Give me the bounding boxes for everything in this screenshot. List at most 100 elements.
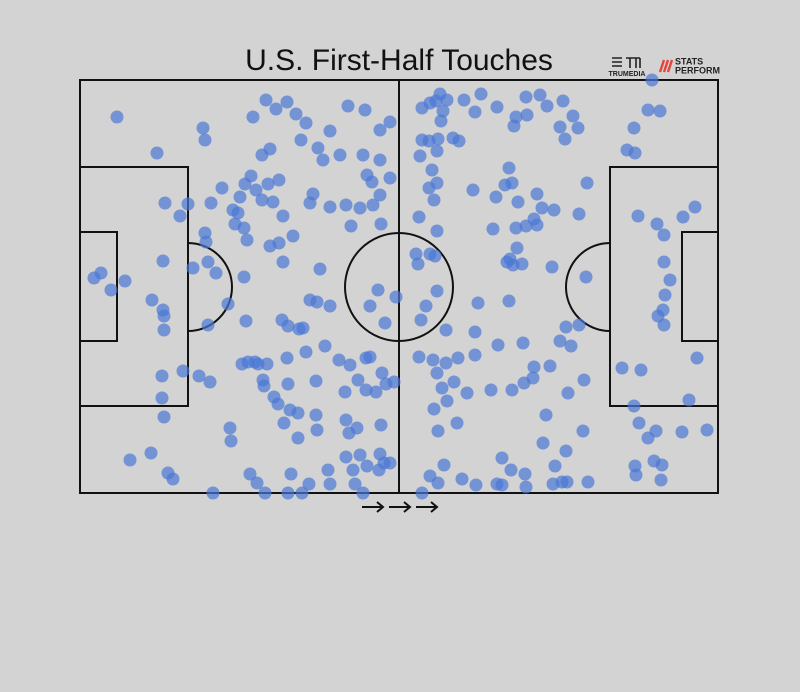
touch-point <box>425 163 439 177</box>
touch-point <box>387 375 401 389</box>
touch-point <box>411 257 425 271</box>
touch-point <box>627 121 641 135</box>
six-yard-box <box>79 231 118 342</box>
touch-point <box>348 477 362 491</box>
touch-point <box>192 369 206 383</box>
touch-point <box>520 108 534 122</box>
arrow <box>389 501 412 513</box>
touch-point <box>419 299 433 313</box>
touch-point <box>176 364 190 378</box>
touch-point <box>631 209 645 223</box>
touch-point <box>507 119 521 133</box>
touch-point <box>360 459 374 473</box>
touch-point <box>316 153 330 167</box>
touch-point <box>447 375 461 389</box>
touch-point <box>144 446 158 460</box>
touch-point <box>309 374 323 388</box>
touch-point <box>457 93 471 107</box>
credit: PERFORM <box>675 65 720 75</box>
touch-point <box>430 144 444 158</box>
touch-point <box>629 468 643 482</box>
touch-point <box>346 463 360 477</box>
touch-point <box>431 424 445 438</box>
touch-point <box>547 203 561 217</box>
touch-point <box>439 323 453 337</box>
touch-point <box>484 383 498 397</box>
touch-point <box>434 114 448 128</box>
touch-point <box>383 115 397 129</box>
touch-point <box>663 273 677 287</box>
touch-point <box>533 88 547 102</box>
touch-point <box>281 486 295 500</box>
touch-point <box>277 416 291 430</box>
touch-point <box>427 402 441 416</box>
touch-point <box>237 270 251 284</box>
touch-point <box>281 319 295 333</box>
touch-point <box>414 313 428 327</box>
touch-point <box>455 472 469 486</box>
touch-point <box>358 103 372 117</box>
touch-point <box>468 105 482 119</box>
touch-point <box>332 353 346 367</box>
touch-point <box>378 316 392 330</box>
touch-point <box>311 141 325 155</box>
touch-point <box>553 334 567 348</box>
touch-point <box>409 247 423 261</box>
touch-point <box>318 339 332 353</box>
logo-icon <box>658 59 674 73</box>
touch-point <box>556 94 570 108</box>
touch-point <box>363 299 377 313</box>
touch-point <box>440 93 454 107</box>
touch-point <box>281 377 295 391</box>
touch-point <box>204 196 218 210</box>
touch-point <box>339 198 353 212</box>
touch-point <box>518 467 532 481</box>
touch-point <box>269 102 283 116</box>
touch-point <box>237 221 251 235</box>
touch-point <box>490 100 504 114</box>
touch-point <box>580 176 594 190</box>
touch-point <box>430 284 444 298</box>
touch-point <box>655 458 669 472</box>
touch-point <box>276 209 290 223</box>
touch-point <box>645 73 659 87</box>
touch-point <box>634 363 648 377</box>
touch-point <box>658 288 672 302</box>
touch-point <box>504 463 518 477</box>
touch-point <box>296 321 310 335</box>
touch-point <box>510 241 524 255</box>
touch-point <box>460 386 474 400</box>
touch-point <box>295 486 309 500</box>
touch-point <box>173 209 187 223</box>
touch-point <box>516 336 530 350</box>
touch-point <box>333 148 347 162</box>
touch-point <box>577 373 591 387</box>
touch-point <box>413 149 427 163</box>
touch-point <box>157 323 171 337</box>
touch-point <box>373 153 387 167</box>
touch-point <box>272 173 286 187</box>
touch-point <box>654 473 668 487</box>
touch-point <box>286 229 300 243</box>
touch-point <box>276 255 290 269</box>
touch-point <box>540 99 554 113</box>
touch-point <box>309 408 323 422</box>
touch-point <box>656 303 670 317</box>
touch-point <box>323 200 337 214</box>
touch-point <box>371 283 385 297</box>
touch-point <box>527 360 541 374</box>
touch-point <box>571 121 585 135</box>
pitch <box>79 79 719 494</box>
touch-point <box>641 103 655 117</box>
touch-point <box>339 450 353 464</box>
touch-point <box>466 183 480 197</box>
touch-point <box>181 197 195 211</box>
touch-point <box>428 249 442 263</box>
touch-point <box>469 478 483 492</box>
touch-point <box>452 134 466 148</box>
touch-point <box>509 221 523 235</box>
touch-point <box>243 467 257 481</box>
touch-point <box>566 109 580 123</box>
touch-point <box>271 397 285 411</box>
